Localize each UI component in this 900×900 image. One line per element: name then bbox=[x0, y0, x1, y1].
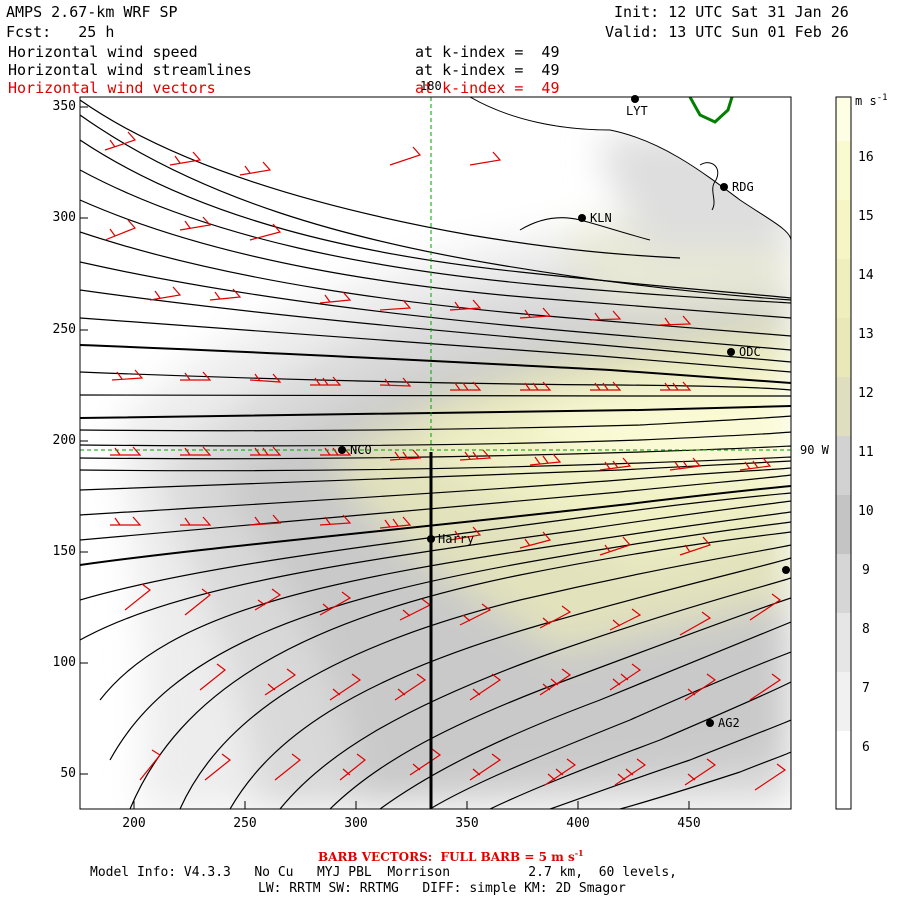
station-rdg-label: RDG bbox=[732, 180, 754, 194]
colorbar-swatch bbox=[836, 672, 851, 731]
colorbar-swatch bbox=[836, 731, 851, 809]
field-label-speed: Horizontal wind speed bbox=[8, 43, 198, 61]
y-tick-50: 50 bbox=[60, 766, 76, 781]
forecast-hour: Fcst: 25 h bbox=[6, 23, 115, 41]
colorbar-tick: 7 bbox=[862, 681, 870, 696]
station-odc-marker bbox=[727, 348, 735, 356]
station-rdg-marker bbox=[720, 183, 728, 191]
meridian-label: 180 bbox=[420, 79, 442, 93]
colorbar-swatch bbox=[836, 495, 851, 554]
x-tick-350: 350 bbox=[455, 816, 479, 831]
wind-barbs bbox=[104, 131, 787, 791]
streamlines bbox=[80, 99, 791, 809]
station-lyt-marker bbox=[631, 95, 639, 103]
init-time: Init: 12 UTC Sat 31 Jan 26 bbox=[614, 3, 849, 21]
colorbar-swatch bbox=[836, 613, 851, 672]
station-lyt-label: LYT bbox=[626, 104, 648, 118]
field-label-streamlines: Horizontal wind streamlines bbox=[8, 61, 252, 79]
field-level-vectors: at k-index = 49 bbox=[415, 79, 560, 97]
colorbar-tick: 15 bbox=[858, 209, 874, 224]
field-label-vectors: Horizontal wind vectors bbox=[8, 79, 216, 97]
colorbar bbox=[835, 96, 852, 810]
y-tick-250: 250 bbox=[52, 322, 76, 337]
axis-ticks bbox=[80, 106, 690, 809]
y-tick-100: 100 bbox=[52, 655, 76, 670]
station-unlabeled-marker bbox=[782, 566, 790, 574]
station-odc-label: ODC bbox=[739, 345, 761, 359]
x-tick-450: 450 bbox=[677, 816, 701, 831]
x-tick-300: 300 bbox=[344, 816, 368, 831]
colorbar-swatch bbox=[836, 318, 851, 377]
colorbar-swatch bbox=[836, 377, 851, 436]
x-tick-250: 250 bbox=[233, 816, 257, 831]
colorbar-swatch bbox=[836, 97, 851, 141]
y-tick-300: 300 bbox=[52, 210, 76, 225]
valid-time: Valid: 13 UTC Sun 01 Feb 26 bbox=[605, 23, 849, 41]
colorbar-tick: 13 bbox=[858, 327, 874, 342]
model-info: Model Info: V4.3.3 No Cu MYJ PBL Morriso… bbox=[90, 865, 677, 880]
x-tick-400: 400 bbox=[566, 816, 590, 831]
station-kln-label: KLN bbox=[590, 211, 612, 225]
station-ag2-marker bbox=[706, 719, 714, 727]
station-ag2-label: AG2 bbox=[718, 716, 740, 730]
station-nco-label: NCO bbox=[350, 443, 372, 457]
colorbar-tick: 11 bbox=[858, 445, 874, 460]
parallel-label: 90 W bbox=[800, 443, 829, 457]
colorbar-swatch bbox=[836, 436, 851, 495]
wind-speed-shading bbox=[80, 97, 791, 809]
y-tick-150: 150 bbox=[52, 544, 76, 559]
field-level-speed: at k-index = 49 bbox=[415, 43, 560, 61]
colorbar-tick: 12 bbox=[858, 386, 874, 401]
stations: LYT RDG KLN ODC NCO Harry AG2 bbox=[338, 95, 790, 730]
colorbar-tick: 16 bbox=[858, 150, 874, 165]
colorbar-swatch bbox=[836, 200, 851, 259]
station-kln-marker bbox=[578, 214, 586, 222]
y-tick-200: 200 bbox=[52, 433, 76, 448]
colorbar-swatch bbox=[836, 141, 851, 200]
station-harry-marker bbox=[427, 535, 435, 543]
field-level-streamlines: at k-index = 49 bbox=[415, 61, 560, 79]
colorbar-swatch bbox=[836, 554, 851, 613]
colorbar-tick: 9 bbox=[862, 563, 870, 578]
colorbar-tick: 14 bbox=[858, 268, 874, 283]
colorbar-unit: m s-1 bbox=[855, 93, 888, 108]
model-physics: LW: RRTM SW: RRTMG DIFF: simple KM: 2D S… bbox=[258, 881, 626, 896]
colorbar-tick: 6 bbox=[862, 740, 870, 755]
y-tick-350: 350 bbox=[52, 99, 76, 114]
station-harry-label: Harry bbox=[438, 532, 474, 546]
station-nco-marker bbox=[338, 446, 346, 454]
colorbar-tick: 8 bbox=[862, 622, 870, 637]
model-title: AMPS 2.67-km WRF SP bbox=[6, 3, 178, 21]
plot-frame bbox=[79, 96, 792, 810]
x-tick-200: 200 bbox=[122, 816, 146, 831]
barb-legend: BARB VECTORS: FULL BARB = 5 m s-1 bbox=[318, 848, 584, 864]
colorbar-tick: 10 bbox=[858, 504, 874, 519]
colorbar-swatch bbox=[836, 259, 851, 318]
